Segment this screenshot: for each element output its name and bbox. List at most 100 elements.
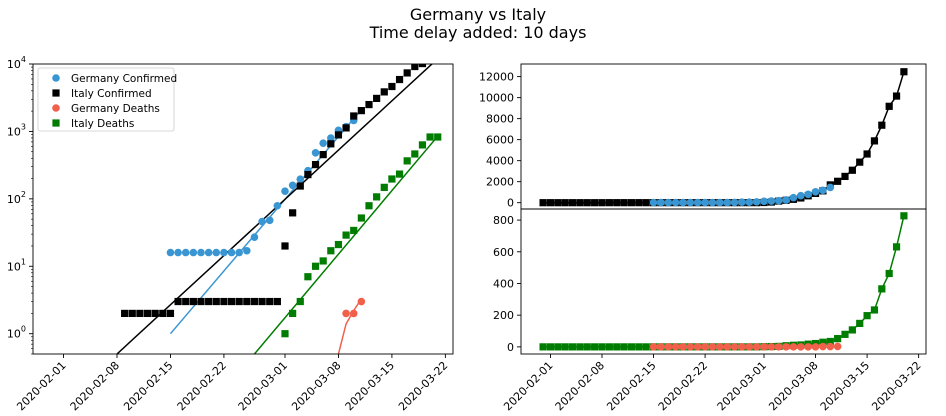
italy-deaths-point — [598, 343, 606, 351]
germany-confirmed-point — [819, 186, 827, 195]
y-tick-label: 600 — [493, 246, 514, 259]
legend-marker — [52, 74, 60, 82]
italy-deaths-point — [434, 133, 442, 141]
y-tick-label: 800 — [493, 214, 514, 227]
axes-frame — [520, 63, 927, 210]
italy-confirmed-point — [151, 309, 159, 318]
y-tick-label: 101 — [7, 257, 26, 273]
italy-deaths-point — [539, 343, 547, 351]
x-tick-label: 2020-03-08 — [289, 359, 343, 413]
germany-confirmed-point — [693, 198, 702, 207]
y-tick-label: 12000 — [479, 71, 514, 84]
italy-confirmed-point — [642, 199, 650, 207]
germany-deaths-point — [774, 343, 783, 351]
x-tick-label: 2020-03-15 — [343, 359, 397, 413]
italy-confirmed-point — [319, 151, 327, 159]
italy-deaths-line — [253, 135, 439, 354]
legend-marker — [52, 119, 60, 127]
italy-confirmed-point — [311, 161, 320, 169]
italy-confirmed-point — [174, 297, 182, 306]
y-tick-label: 4000 — [486, 155, 514, 168]
italy-deaths-point — [561, 343, 569, 351]
germany-deaths-point — [708, 343, 717, 351]
italy-confirmed-point — [426, 54, 433, 61]
italy-confirmed-point — [900, 68, 908, 76]
x-tick-label: 2020-02-01 — [501, 359, 555, 413]
x-tick-label: 2020-02-15 — [604, 359, 658, 413]
italy-deaths-point — [627, 343, 636, 351]
italy-confirmed-point — [591, 199, 599, 207]
germany-confirmed-point — [174, 248, 182, 257]
italy-confirmed-point — [848, 166, 856, 174]
italy-deaths-point — [411, 150, 419, 158]
italy-confirmed-point — [395, 75, 404, 84]
italy-deaths-point — [576, 343, 584, 351]
germany-deaths-point — [819, 342, 827, 351]
italy-confirmed-point — [273, 297, 281, 306]
italy-confirmed-point — [863, 150, 871, 158]
italy-confirmed-point — [220, 297, 228, 306]
italy-deaths-point — [642, 343, 650, 351]
italy-confirmed-point — [539, 199, 547, 207]
italy-deaths-point — [892, 243, 901, 251]
italy-confirmed-point — [304, 170, 312, 179]
germany-confirmed-point — [782, 196, 790, 204]
italy-confirmed-point — [357, 107, 365, 115]
germany-confirmed-point — [738, 198, 746, 207]
italy-deaths-point — [304, 273, 312, 281]
germany-confirmed-point — [319, 139, 327, 147]
italy-deaths-point — [418, 141, 427, 149]
germany-confirmed-point — [189, 248, 198, 257]
x-tick-label: 2020-02-15 — [121, 359, 175, 413]
germany-confirmed-point — [649, 198, 658, 207]
italy-deaths-point — [583, 343, 591, 351]
italy-confirmed-point — [243, 297, 251, 306]
italy-confirmed-point — [189, 297, 197, 306]
legend-item-germany-deaths: Germany Deaths — [52, 103, 160, 115]
italy-confirmed-point — [182, 297, 190, 306]
x-tick-label: 2020-02-01 — [14, 359, 68, 413]
germany-confirmed-point — [657, 198, 665, 207]
germany-confirmed-point — [250, 233, 259, 241]
germany-confirmed-point — [679, 198, 687, 207]
germany-deaths-point — [701, 343, 709, 351]
italy-confirmed-point — [227, 297, 236, 306]
x-tick-label: 2020-02-08 — [68, 359, 122, 413]
germany-confirmed-point — [826, 183, 835, 192]
italy-deaths-point — [311, 262, 320, 270]
italy-confirmed-point — [388, 82, 396, 91]
italy-deaths-point — [635, 343, 643, 351]
germany-deaths-point — [686, 343, 695, 351]
italy-confirmed-point — [568, 199, 577, 207]
germany-confirmed-point — [166, 248, 175, 257]
italy-deaths-point — [395, 170, 404, 178]
italy-confirmed-point — [373, 94, 381, 102]
germany-confirmed-point — [311, 149, 320, 157]
germany-confirmed-point — [797, 191, 805, 200]
italy-confirmed-point — [635, 199, 643, 207]
x-tick-label: 2020-03-01 — [236, 359, 290, 413]
italy-deaths-point — [834, 335, 842, 343]
germany-deaths-point — [752, 343, 761, 351]
germany-deaths-point — [745, 343, 754, 351]
italy-confirmed-point — [613, 199, 621, 207]
germany-confirmed-point — [258, 217, 266, 226]
y-tick-label: 0 — [507, 197, 514, 210]
germany-deaths-point — [811, 343, 820, 351]
linear-deaths-plot: 02004006008002020-02-012020-02-082020-02… — [493, 208, 927, 413]
italy-confirmed-point — [554, 199, 562, 207]
italy-confirmed-point — [834, 177, 842, 185]
germany-confirmed-point — [212, 248, 221, 257]
figure-title-line-2: Time delay added: 10 days — [369, 23, 587, 42]
italy-deaths-point — [841, 330, 849, 338]
legend: Germany Confirmed Italy Confirmed Germany … — [37, 67, 177, 132]
germany-confirmed-point — [774, 196, 783, 205]
x-tick-label: 2020-03-22 — [396, 359, 450, 413]
italy-confirmed-point — [561, 199, 569, 207]
germany-deaths-line — [337, 298, 362, 354]
axes-frame — [520, 208, 927, 355]
legend-label: Germany Deaths — [71, 103, 160, 115]
italy-confirmed-point — [583, 199, 591, 207]
germany-confirmed-point — [708, 198, 717, 207]
